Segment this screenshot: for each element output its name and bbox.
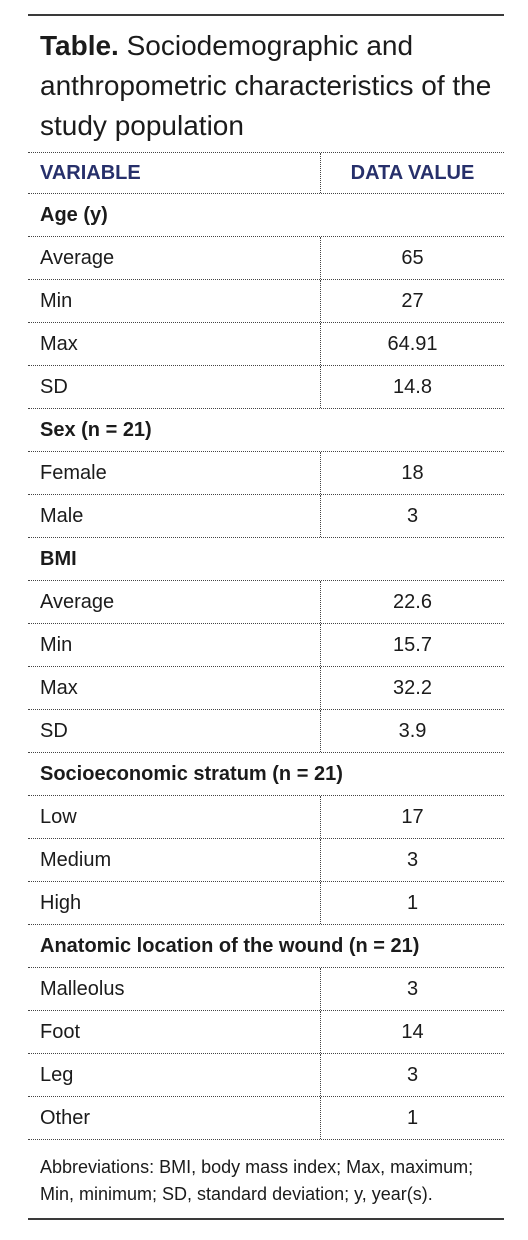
row-value: 3 xyxy=(320,1054,504,1096)
row-variable: Average xyxy=(40,590,115,613)
table-row: Average 22.6 xyxy=(28,580,504,623)
row-variable: SD xyxy=(40,375,68,398)
row-value: 18 xyxy=(320,452,504,494)
row-variable: Malleolus xyxy=(40,977,125,1000)
top-rule xyxy=(28,14,504,16)
row-variable: Min xyxy=(40,289,73,312)
row-variable: Foot xyxy=(40,1020,81,1043)
table-row: SD 3.9 xyxy=(28,709,504,752)
row-variable: Max xyxy=(40,676,78,699)
table-row: Max 32.2 xyxy=(28,666,504,709)
row-variable: Min xyxy=(40,633,73,656)
row-value: 1 xyxy=(320,882,504,924)
table-row: Min 15.7 xyxy=(28,623,504,666)
table-row: Other 1 xyxy=(28,1096,504,1140)
table-row: Medium 3 xyxy=(28,838,504,881)
table-row: Average 65 xyxy=(28,236,504,279)
section-label: BMI xyxy=(40,547,77,570)
table-row: High 1 xyxy=(28,881,504,924)
row-value: 15.7 xyxy=(320,624,504,666)
table-title-lead: Table. xyxy=(40,30,119,61)
row-value: 14.8 xyxy=(320,366,504,408)
section-row: BMI xyxy=(28,537,504,580)
table-row: Low 17 xyxy=(28,795,504,838)
row-variable: Male xyxy=(40,504,84,527)
table-row: Foot 14 xyxy=(28,1010,504,1053)
table-body: Age (y) Average 65 Min 27 Max 64.91 SD 14.8 Sex (… xyxy=(28,193,504,1140)
section-row: Age (y) xyxy=(28,193,504,236)
row-variable: Low xyxy=(40,805,77,828)
header-variable: VARIABLE xyxy=(40,161,141,184)
row-variable: Average xyxy=(40,246,115,269)
table-row: Min 27 xyxy=(28,279,504,322)
row-variable: Female xyxy=(40,461,107,484)
row-value: 3.9 xyxy=(320,710,504,752)
section-row: Anatomic location of the wound (n = 21) xyxy=(28,924,504,967)
header-data-value: DATA VALUE xyxy=(320,153,504,193)
row-variable: Medium xyxy=(40,848,112,871)
row-value: 65 xyxy=(320,237,504,279)
section-label: Age (y) xyxy=(40,203,108,226)
row-value: 3 xyxy=(320,495,504,537)
row-value: 3 xyxy=(320,839,504,881)
row-value: 17 xyxy=(320,796,504,838)
row-value: 1 xyxy=(320,1097,504,1139)
section-label: Sex (n = 21) xyxy=(40,418,152,441)
row-value: 27 xyxy=(320,280,504,322)
bottom-rule xyxy=(28,1218,504,1220)
row-variable: High xyxy=(40,891,82,914)
row-value: 22.6 xyxy=(320,581,504,623)
table-title-text: Sociodemographic and anthropometric char… xyxy=(40,30,492,141)
table-row: Male 3 xyxy=(28,494,504,537)
table-row: Female 18 xyxy=(28,451,504,494)
section-label: Socioeconomic stratum (n = 21) xyxy=(40,762,343,785)
row-value: 64.91 xyxy=(320,323,504,365)
row-value: 32.2 xyxy=(320,667,504,709)
table-title: Table. Sociodemographic and anthropometr… xyxy=(28,16,504,152)
table-header-row: VARIABLE DATA VALUE xyxy=(28,152,504,193)
section-row: Socioeconomic stratum (n = 21) xyxy=(28,752,504,795)
table-figure: Table. Sociodemographic and anthropometr… xyxy=(28,14,504,1220)
table-row: Max 64.91 xyxy=(28,322,504,365)
row-variable: Leg xyxy=(40,1063,74,1086)
row-value: 14 xyxy=(320,1011,504,1053)
table-row: Malleolus 3 xyxy=(28,967,504,1010)
section-label: Anatomic location of the wound (n = 21) xyxy=(40,934,420,957)
row-variable: SD xyxy=(40,719,68,742)
row-variable: Other xyxy=(40,1106,91,1129)
table-footnote: Abbreviations: BMI, body mass index; Max… xyxy=(40,1157,474,1204)
row-variable: Max xyxy=(40,332,78,355)
section-row: Sex (n = 21) xyxy=(28,408,504,451)
table-row: Leg 3 xyxy=(28,1053,504,1096)
row-value: 3 xyxy=(320,968,504,1010)
table-row: SD 14.8 xyxy=(28,365,504,408)
